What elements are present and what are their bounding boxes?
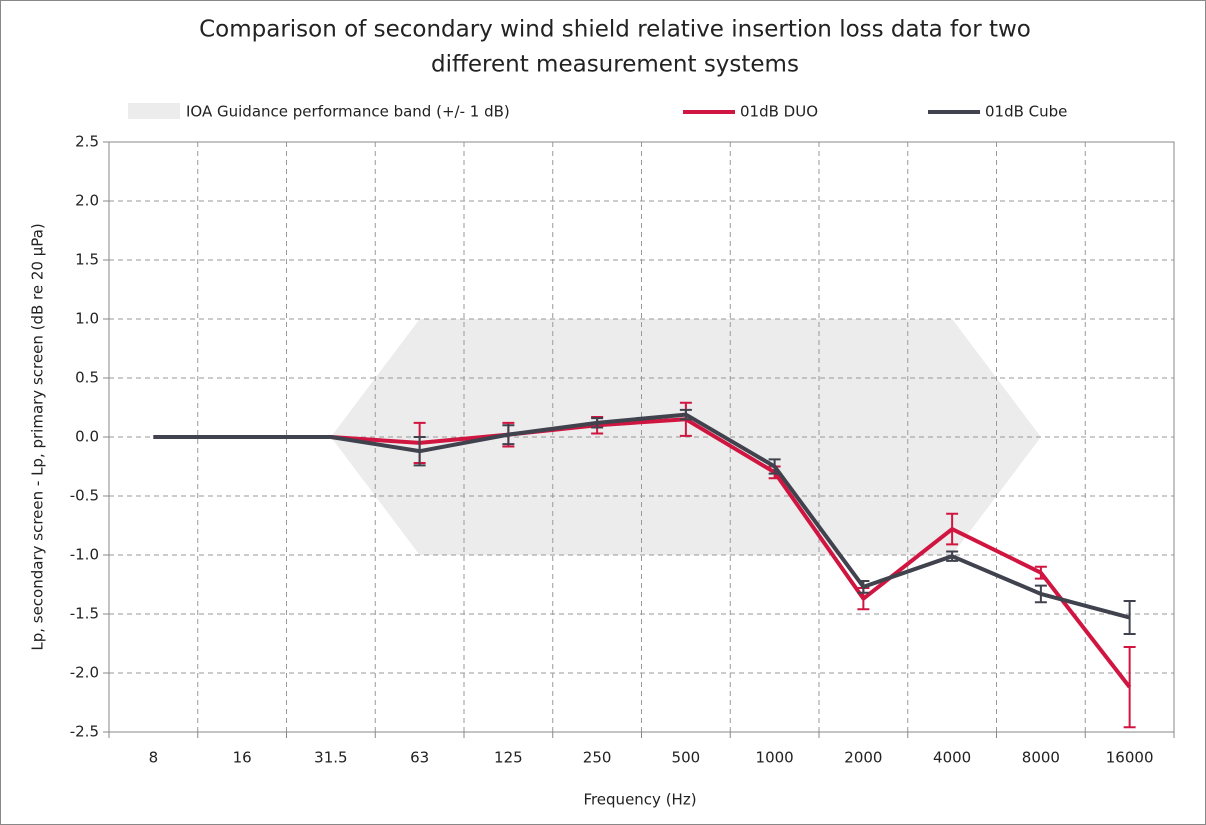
error-bar [946,512,959,546]
x-tick-label: 2000 [844,749,882,767]
legend-label: 01dB DUO [740,103,818,121]
y-tick-label: 0.5 [75,369,99,387]
y-tick-label: 1.0 [75,310,99,328]
error-bar [679,408,692,421]
error-bar [946,550,959,562]
x-tick-label: 16000 [1106,749,1154,767]
x-tick-label: 16 [233,749,252,767]
y-tick-label: -2.5 [70,723,99,741]
x-axis-label: Frequency (Hz) [583,791,696,809]
error-bar [768,458,781,475]
legend-swatch [128,103,180,119]
y-tick-label: 1.5 [75,251,99,269]
y-tick-label: 2.5 [75,133,99,151]
y-tick-label: -2.0 [70,664,99,682]
legend-label: IOA Guidance performance band (+/- 1 dB) [186,103,510,121]
x-tick-label: 4000 [933,749,971,767]
chart-title: Comparison of secondary wind shield rela… [199,17,1031,43]
y-tick-label: -0.5 [70,487,99,505]
error-bar [591,417,604,429]
error-bar [1123,646,1136,729]
x-tick-label: 8000 [1022,749,1060,767]
x-tick-label: 1000 [756,749,794,767]
x-tick-label: 31.5 [314,749,347,767]
x-tick-label: 250 [583,749,612,767]
legend-label: 01dB Cube [985,103,1067,121]
error-bar [1123,600,1136,636]
error-bar [857,579,870,594]
x-tick-label: 8 [149,749,159,767]
x-tick-label: 63 [410,749,429,767]
error-bar [1034,565,1047,580]
y-tick-label: -1.5 [70,605,99,623]
x-tick-label: 125 [494,749,523,767]
error-bar [502,424,515,446]
error-bar [413,436,426,467]
y-tick-label: 0.0 [75,428,99,446]
error-bar [1034,584,1047,604]
x-tick-label: 500 [672,749,701,767]
series-line [153,412,1131,620]
plot-border [108,141,1175,733]
chart-title: different measurement systems [431,52,799,78]
y-tick-label: 2.0 [75,192,99,210]
y-tick-label: -1.0 [70,546,99,564]
y-axis-label: Lp, secondary screen - Lp, primary scree… [29,223,47,650]
